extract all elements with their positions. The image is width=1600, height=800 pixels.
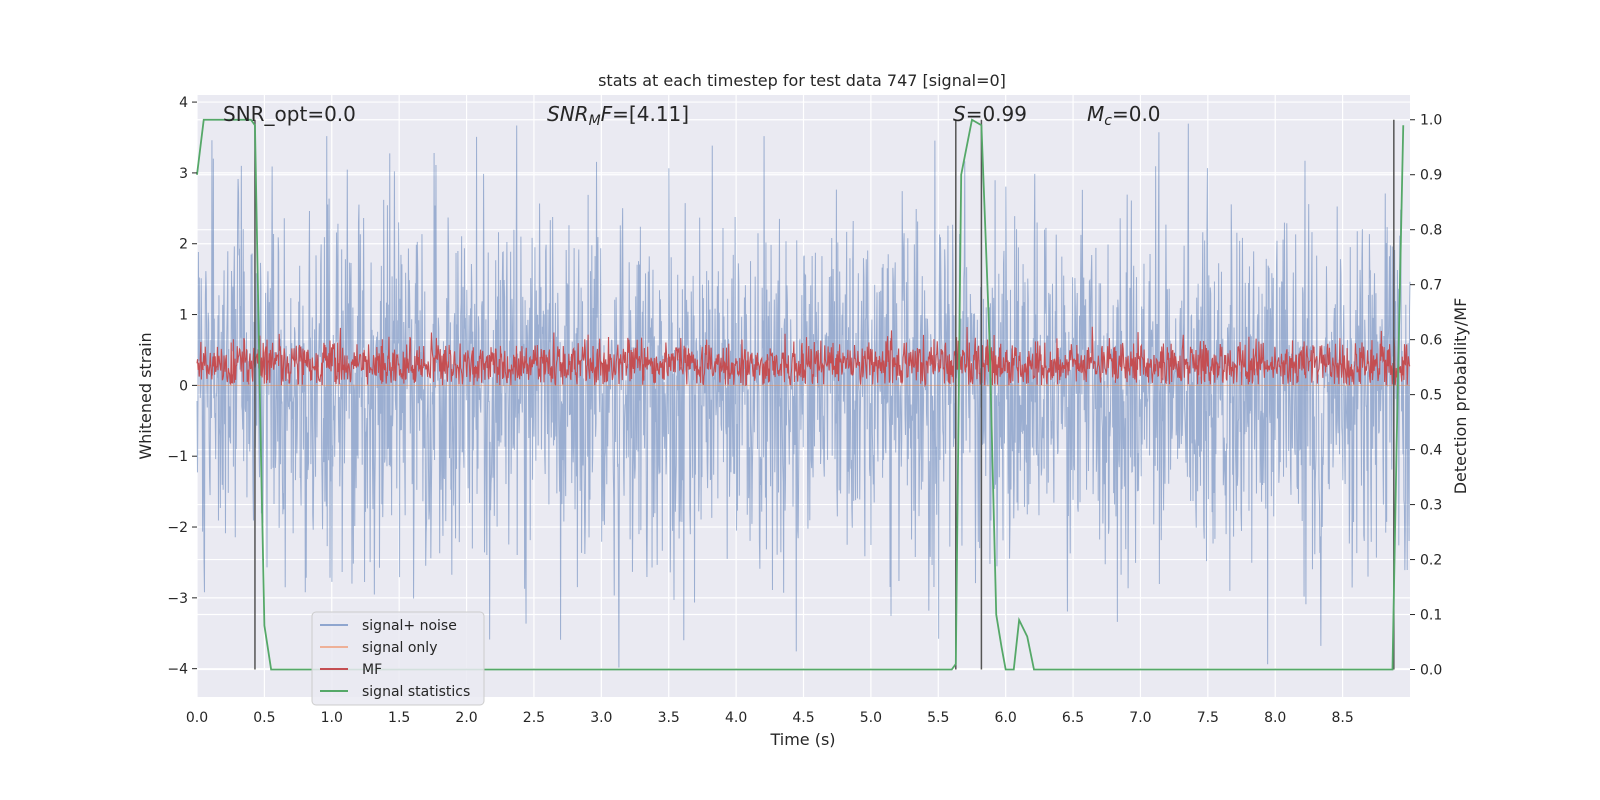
x-tick-label: 2.0 bbox=[455, 710, 477, 726]
annotation-s-main: S bbox=[953, 102, 966, 126]
y-tick-label-right: 0.1 bbox=[1420, 608, 1442, 624]
annotation-snr-mf-tail: F bbox=[601, 102, 613, 126]
x-tick-label: 3.0 bbox=[590, 710, 612, 726]
x-tick-label: 3.5 bbox=[658, 710, 680, 726]
y-tick-label-right: 0.0 bbox=[1420, 663, 1442, 679]
x-tick-label: 1.0 bbox=[321, 710, 343, 726]
annotation-s: S=0.99 bbox=[953, 102, 1027, 126]
legend-label-noise: signal+ noise bbox=[362, 618, 457, 634]
annotation-snr-opt: SNR_opt=0.0 bbox=[223, 102, 356, 126]
legend-box bbox=[311, 611, 485, 706]
x-tick-label: 1.5 bbox=[388, 710, 410, 726]
y-tick-label-left: 0 bbox=[179, 378, 188, 394]
y-tick-label-right: 0.6 bbox=[1420, 333, 1442, 349]
x-tick-label: 6.5 bbox=[1062, 710, 1084, 726]
annotation-mc-value: =0.0 bbox=[1112, 102, 1161, 126]
y-axis-left-ticks: −4 −3 −2 −1 0 1 2 3 4 bbox=[167, 95, 197, 678]
y-axis-right-ticks: 0.0 0.1 0.2 0.3 0.4 0.5 0.6 0.7 0.8 0.9 1.0 bbox=[1410, 113, 1442, 679]
y-tick-label-left: −4 bbox=[167, 662, 188, 678]
y-tick-label-right: 0.4 bbox=[1420, 443, 1442, 459]
y-tick-label-right: 0.9 bbox=[1420, 168, 1442, 184]
legend: signal+ noise signal only MF signal stat… bbox=[311, 611, 485, 706]
y-tick-label-left: −1 bbox=[167, 449, 188, 465]
x-tick-label: 4.5 bbox=[792, 710, 814, 726]
annotation-mc-main: M bbox=[1087, 102, 1104, 126]
legend-label-statistics: signal statistics bbox=[362, 684, 470, 700]
statistics-trace bbox=[196, 118, 1405, 671]
x-tick-label: 0.5 bbox=[253, 710, 275, 726]
legend-label-signal-only: signal only bbox=[362, 640, 437, 656]
y-tick-label-left: −2 bbox=[167, 520, 188, 536]
y-tick-label-left: 4 bbox=[179, 95, 188, 111]
y-tick-label-left: 2 bbox=[179, 237, 188, 253]
annotation-snr-mf-main: SNR bbox=[547, 102, 589, 126]
x-tick-label: 7.0 bbox=[1129, 710, 1151, 726]
annotation-snr-mf-value: =[4.11] bbox=[612, 102, 689, 126]
annotation-mc-sub: c bbox=[1104, 113, 1112, 129]
x-tick-label: 5.5 bbox=[927, 710, 949, 726]
y-tick-label-right: 0.8 bbox=[1420, 223, 1442, 239]
x-tick-label: 2.5 bbox=[523, 710, 545, 726]
annotation-mc: Mc=0.0 bbox=[1087, 102, 1161, 129]
x-tick-label: 6.0 bbox=[995, 710, 1017, 726]
y-axis-right-label: Detection probability/MF bbox=[1451, 298, 1470, 495]
y-tick-label-right: 0.3 bbox=[1420, 498, 1442, 514]
y-tick-label-left: 3 bbox=[179, 166, 188, 182]
x-axis-label: Time (s) bbox=[769, 730, 835, 749]
y-tick-label-right: 1.0 bbox=[1420, 113, 1442, 129]
mf-trace bbox=[196, 326, 1411, 388]
y-axis-left-label: Whitened strain bbox=[136, 332, 155, 459]
x-tick-label: 0.0 bbox=[186, 710, 208, 726]
x-tick-label: 5.0 bbox=[860, 710, 882, 726]
y-tick-label-right: 0.5 bbox=[1420, 388, 1442, 404]
x-tick-label: 4.0 bbox=[725, 710, 747, 726]
series-signal-statistics bbox=[196, 118, 1405, 671]
x-axis-ticks: 0.0 0.5 1.0 1.5 2.0 2.5 3.0 3.5 4.0 4.5 5.0 5.5 6.0 6… bbox=[186, 710, 1354, 726]
x-tick-label: 8.5 bbox=[1331, 710, 1353, 726]
annotation-snr-mf: SNRMF=[4.11] bbox=[547, 102, 689, 129]
x-tick-label: 7.5 bbox=[1197, 710, 1219, 726]
y-tick-label-right: 0.7 bbox=[1420, 278, 1442, 294]
x-tick-label: 8.0 bbox=[1264, 710, 1286, 726]
y-tick-label-right: 0.2 bbox=[1420, 553, 1442, 569]
annotation-snr-mf-sub: M bbox=[589, 113, 601, 129]
y-tick-label-left: 1 bbox=[179, 308, 188, 324]
annotation-s-value: =0.99 bbox=[966, 102, 1027, 126]
legend-label-mf: MF bbox=[362, 662, 382, 678]
chart-title: stats at each timestep for test data 747… bbox=[598, 71, 1006, 90]
series-mf bbox=[196, 326, 1411, 388]
y-tick-label-left: −3 bbox=[167, 591, 188, 607]
